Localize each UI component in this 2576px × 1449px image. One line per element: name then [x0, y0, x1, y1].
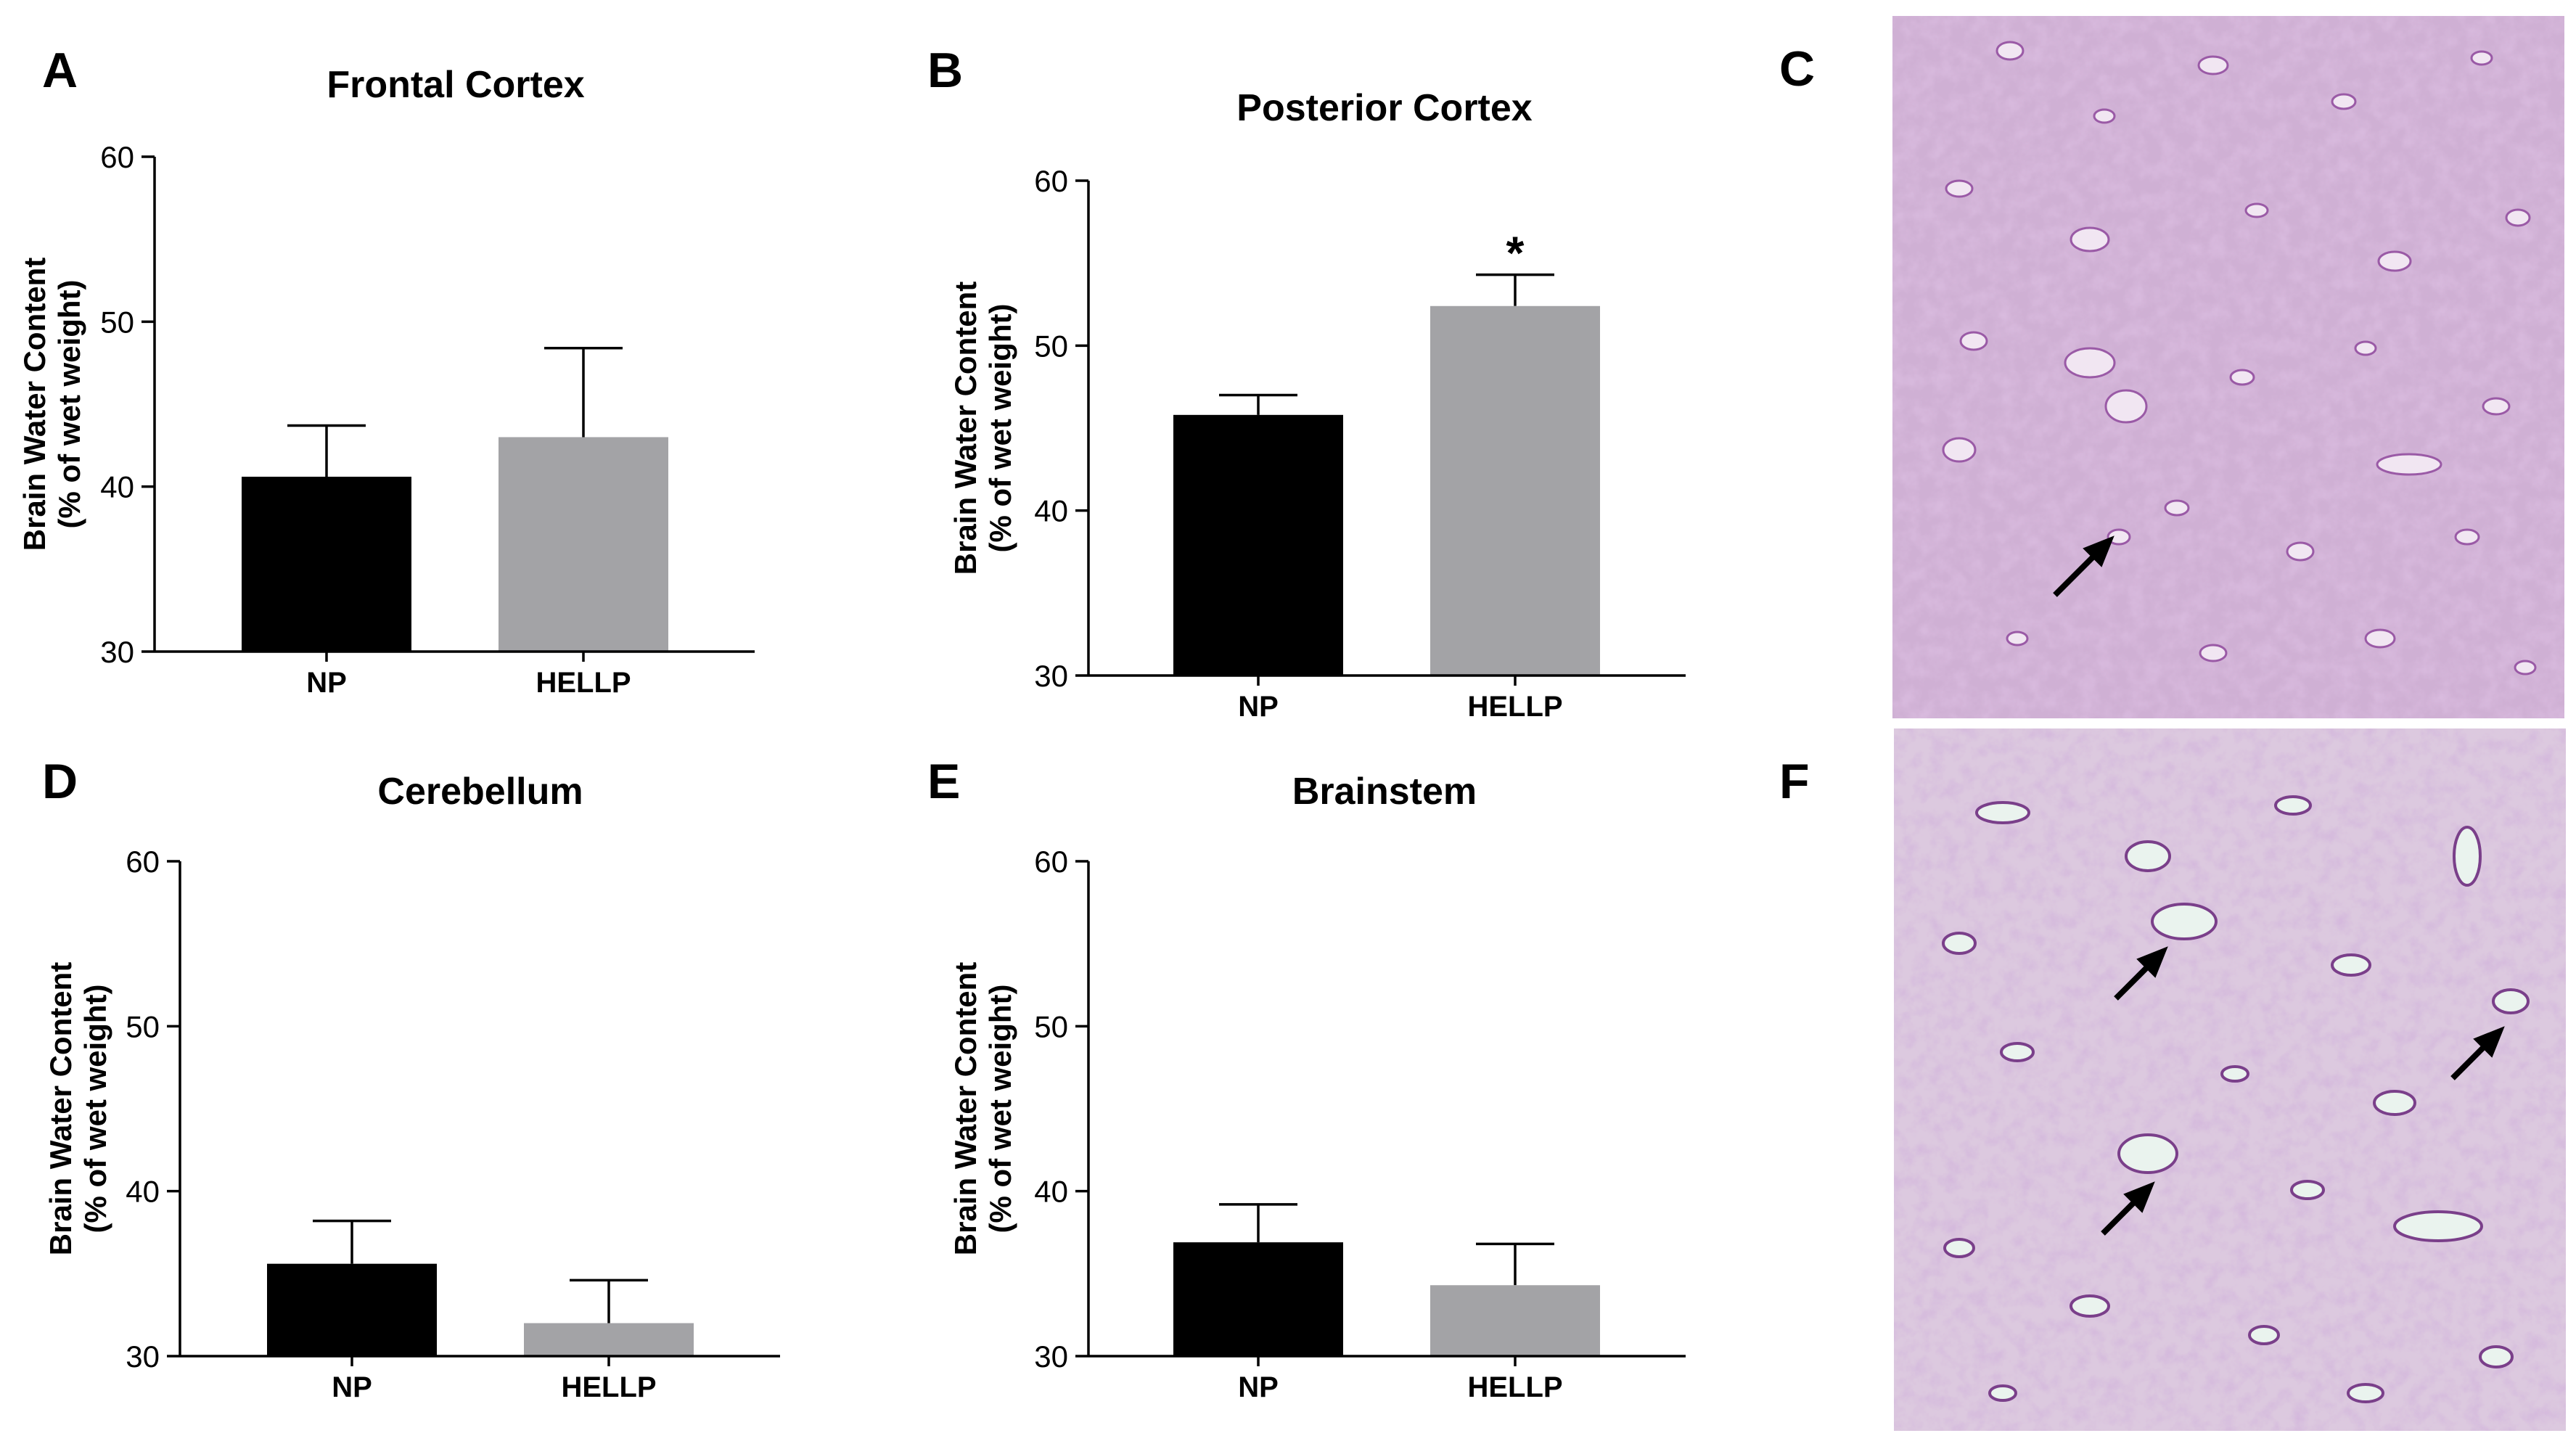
x-tick-label: HELLP	[1467, 691, 1562, 723]
error-bar-hellp	[544, 346, 623, 438]
bar-np	[1173, 1242, 1343, 1356]
x-tick-label: NP	[306, 667, 347, 699]
y-axis-label: Brain Water Content(% of wet weight)	[44, 962, 112, 1255]
bar-hellp	[499, 437, 668, 652]
panel-letter-f: F	[1779, 754, 1810, 809]
y-axis-label-line2: (% of wet weight)	[52, 280, 86, 529]
chart-panel-a: A Frontal Cortex Brain Water Content(% of …	[17, 43, 755, 699]
x-tick-label: HELLP	[1467, 1371, 1562, 1403]
y-tick-label: 50	[1034, 1009, 1068, 1043]
y-axis-label-line1: Brain Water Content	[17, 258, 52, 551]
chart-title: Brainstem	[1292, 771, 1477, 813]
panel-letter: D	[42, 754, 78, 809]
error-bar-np	[1219, 1203, 1297, 1243]
tissue-cells-c	[1942, 41, 2537, 676]
histology-panel-f: F	[1779, 728, 2566, 1431]
y-tick-label: 30	[1034, 1339, 1068, 1374]
y-tick-label: 40	[126, 1175, 160, 1209]
chart-panel-b: B Posterior Cortex Brain Water Content(% o…	[927, 43, 1686, 723]
panel-letter: E	[927, 754, 960, 809]
error-bar-hellp	[570, 1278, 648, 1323]
panel-letter: A	[42, 43, 78, 98]
y-axis-label: Brain Water Content(% of wet weight)	[948, 962, 1017, 1255]
error-bar-hellp	[1476, 273, 1554, 306]
panel-letter-c: C	[1779, 41, 1815, 97]
y-axis-label-line1: Brain Water Content	[948, 282, 983, 575]
y-axis-label: Brain Water Content(% of wet weight)	[948, 282, 1017, 575]
chart-panel-d: D Cerebellum Brain Water Content(% of wet …	[42, 754, 780, 1403]
y-tick-label: 50	[100, 305, 134, 339]
y-tick-label: 40	[100, 470, 134, 504]
bar-np	[1173, 414, 1343, 676]
y-tick-label: 40	[1034, 1175, 1068, 1209]
y-axis-label-line2: (% of wet weight)	[78, 985, 112, 1234]
y-tick-label: 30	[126, 1339, 160, 1374]
tissue-cells-f	[1942, 795, 2530, 1403]
panel-letter: B	[927, 43, 963, 98]
x-tick-label: HELLP	[561, 1371, 656, 1403]
bar-hellp	[1430, 1285, 1600, 1356]
y-tick-label: 60	[1034, 164, 1068, 198]
y-tick-label: 40	[1034, 494, 1068, 528]
x-tick-label: NP	[1238, 1371, 1279, 1403]
y-axis-label-line2: (% of wet weight)	[983, 304, 1017, 553]
chart-panel-e: E Brainstem Brain Water Content(% of wet w…	[927, 754, 1686, 1403]
y-tick-label: 60	[126, 845, 160, 879]
chart-title: Cerebellum	[377, 771, 583, 813]
y-tick-label: 30	[1034, 659, 1068, 693]
histology-panel-c: C	[1779, 16, 2564, 718]
he-stain-tissue-normal-image	[1892, 16, 2564, 718]
y-tick-label: 30	[100, 635, 134, 669]
bar-hellp	[524, 1323, 694, 1356]
error-bar-hellp	[1476, 1242, 1554, 1286]
y-axis-label-line1: Brain Water Content	[948, 962, 983, 1255]
bar-hellp	[1430, 305, 1600, 676]
y-axis-label-line1: Brain Water Content	[44, 962, 78, 1255]
y-tick-label: 60	[1034, 845, 1068, 879]
arrow-icon	[2101, 946, 2505, 1236]
chart-title: Posterior Cortex	[1236, 87, 1533, 129]
significance-marker: *	[1506, 227, 1525, 279]
error-bar-np	[313, 1219, 391, 1264]
bar-np	[242, 477, 411, 652]
x-tick-label: NP	[1238, 691, 1279, 723]
error-bar-np	[1219, 393, 1297, 415]
y-axis-label: Brain Water Content(% of wet weight)	[17, 258, 86, 551]
error-bar-np	[287, 424, 366, 477]
arrow-icon	[2053, 535, 2114, 597]
y-tick-label: 50	[1034, 329, 1068, 363]
y-tick-label: 50	[126, 1009, 160, 1043]
bar-np	[267, 1263, 437, 1356]
y-tick-label: 60	[100, 140, 134, 174]
y-axis-label-line2: (% of wet weight)	[983, 985, 1017, 1234]
x-tick-label: HELLP	[536, 667, 631, 699]
x-tick-label: NP	[332, 1371, 372, 1403]
chart-title: Frontal Cortex	[327, 64, 584, 106]
